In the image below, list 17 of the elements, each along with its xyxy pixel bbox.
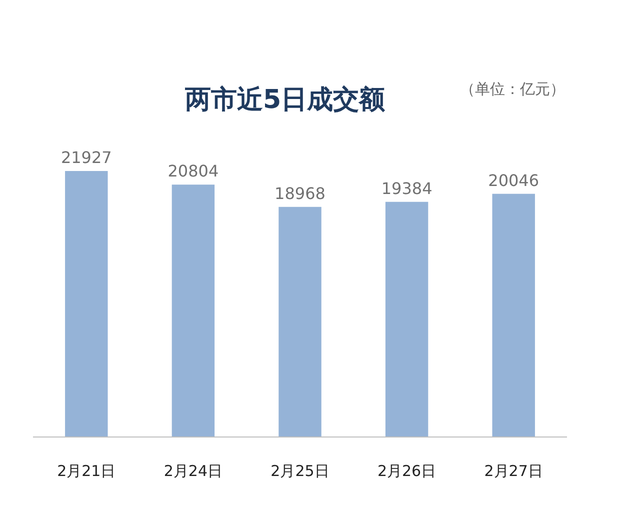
x-tick-label: 2月27日 (484, 462, 543, 480)
text: （单位：亿元） (460, 80, 565, 98)
bar (278, 206, 322, 437)
x-tick-label: 2月21日 (57, 462, 116, 480)
bar (172, 184, 215, 437)
data-label: 19384 (381, 178, 432, 198)
data-label: 20804 (168, 162, 219, 181)
bar (65, 171, 108, 437)
data-label: 20046 (488, 170, 540, 190)
data-label: 18968 (274, 184, 326, 203)
bar (385, 202, 428, 437)
bar (492, 194, 535, 437)
x-tick-label: 2月24日 (164, 462, 223, 480)
x-tick-label: 2月25日 (270, 462, 330, 480)
data-label: 21927 (60, 148, 112, 167)
chart-title: 两市近5日成交额 (184, 85, 386, 115)
x-tick-label: 2月26日 (377, 462, 436, 480)
